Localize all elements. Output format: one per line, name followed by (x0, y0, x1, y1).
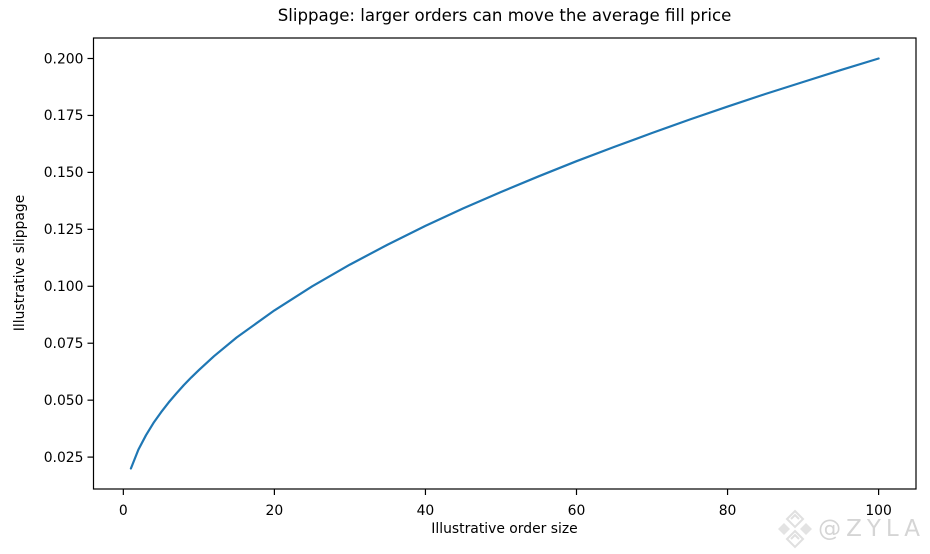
x-tick-label: 40 (417, 503, 435, 519)
y-tick-label: 0.150 (44, 165, 84, 181)
watermark: @ZYLA (775, 507, 925, 551)
x-tick-label: 20 (266, 503, 284, 519)
y-tick-label: 0.075 (44, 336, 84, 352)
y-tick-label: 0.025 (44, 450, 84, 466)
y-tick-label: 0.100 (44, 279, 84, 295)
axes-frame (92, 37, 917, 490)
y-axis-label: Illustrative slippage (12, 194, 28, 332)
line-series-illustrative-slippage-curve (129, 57, 880, 470)
x-axis-label: Illustrative order size (431, 521, 578, 537)
y-tick-label: 0.175 (44, 108, 84, 124)
x-tick-label: 80 (719, 503, 737, 519)
x-tick-label: 0 (119, 503, 128, 519)
y-tick-label: 0.125 (44, 222, 84, 238)
gem-diamonds-icon (778, 509, 813, 549)
y-tick-label: 0.200 (44, 51, 84, 67)
x-tick-label: 100 (865, 503, 892, 519)
chart-title: Slippage: larger orders can move the ave… (277, 6, 732, 25)
y-tick-label: 0.050 (44, 393, 84, 409)
watermark-text: @ZYLA (818, 516, 925, 542)
x-tick-label: 60 (568, 503, 586, 519)
